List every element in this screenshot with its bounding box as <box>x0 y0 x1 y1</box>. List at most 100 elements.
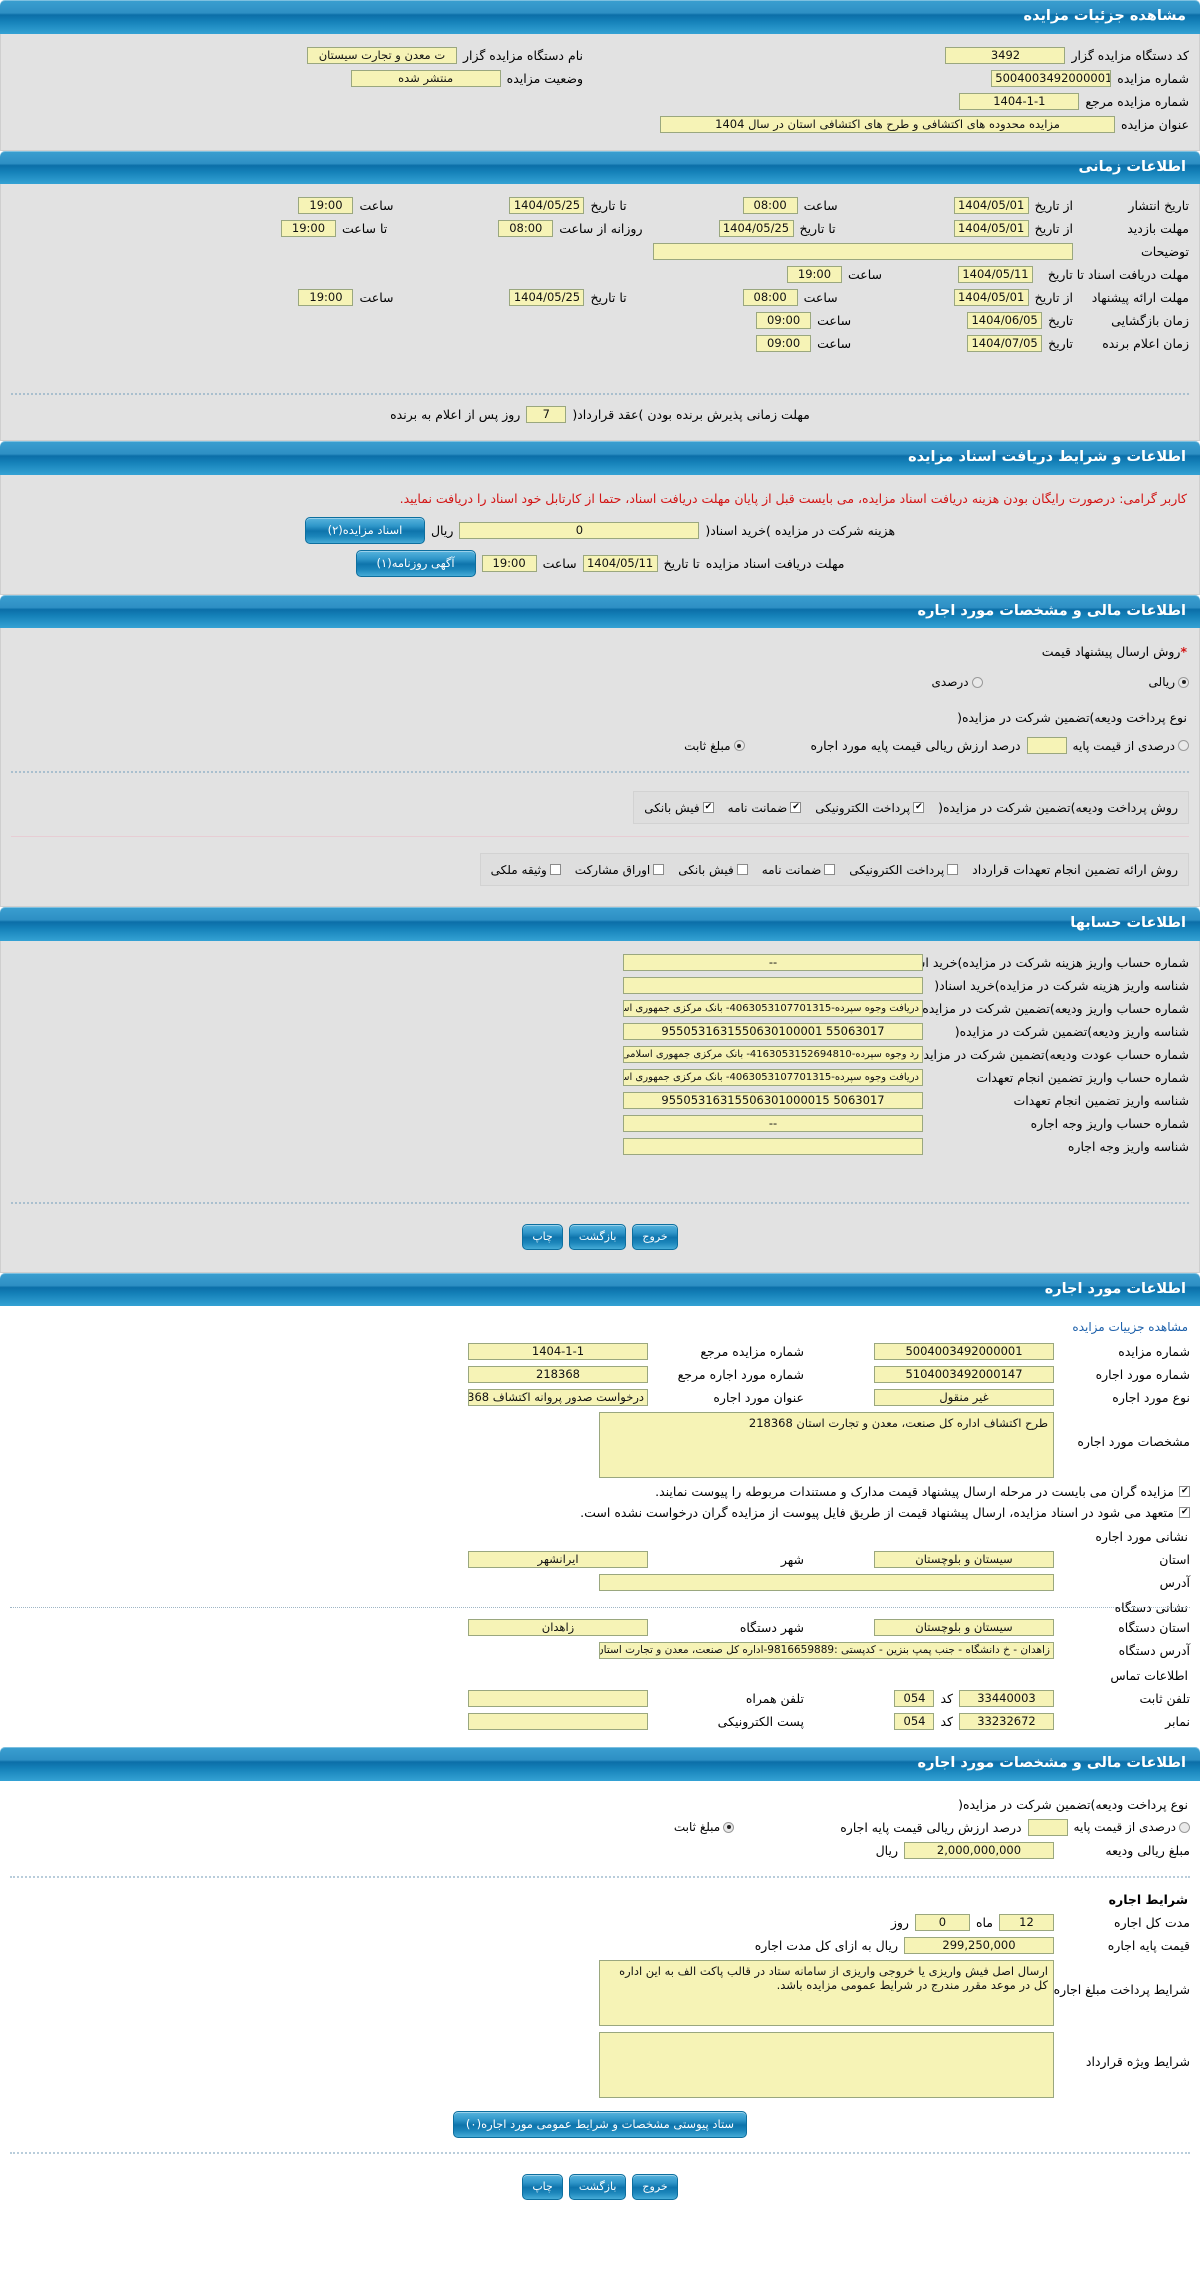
value-visit-to-date[interactable]: 1404/05/25 <box>718 220 794 237</box>
radio-percent-icon[interactable] <box>971 676 983 688</box>
radio-deposit-percent-icon-2[interactable] <box>1179 1821 1190 1833</box>
radio-deposit-fixed-icon-2[interactable] <box>723 1821 735 1833</box>
value-tel-code[interactable]: 054 <box>894 1690 935 1707</box>
checkbox-contract-electronic-icon[interactable] <box>947 864 959 875</box>
value-agency-city[interactable]: زاهدان <box>468 1619 648 1636</box>
value-auction-status[interactable]: منتشر شده <box>350 69 501 87</box>
value-participation-cost[interactable]: 0 <box>459 521 700 539</box>
value-doc-deadline-hour[interactable]: 19:00 <box>481 554 537 572</box>
newspaper-ad-button[interactable]: آگهی روزنامه(۱) <box>355 549 476 577</box>
value-payment-terms[interactable]: ارسال اصل فیش واریزی یا خروجی واریزی از … <box>599 1959 1054 2026</box>
value-visit-from-date[interactable]: 1404/05/01 <box>953 220 1029 237</box>
checkbox-electronic-icon[interactable] <box>913 802 925 813</box>
value-bid-to-hour[interactable]: 19:00 <box>298 289 354 306</box>
guarantee-bank-receipt[interactable]: فیش بانکی <box>644 801 714 815</box>
value-agency-province[interactable]: سیستان و بلوچستان <box>874 1619 1054 1636</box>
value-deposit-percent-2[interactable] <box>1027 1818 1068 1836</box>
checkbox-contract-bonds-icon[interactable] <box>653 864 665 875</box>
value-winner-acceptance-days[interactable]: 7 <box>526 406 567 423</box>
value-account-1[interactable] <box>623 976 923 994</box>
value-bid-from-hour[interactable]: 08:00 <box>742 289 798 306</box>
exit-button-bottom[interactable]: خروج <box>632 2173 678 2200</box>
value-duration-months[interactable]: 12 <box>999 1913 1054 1931</box>
value-ref-auction-number[interactable]: 1404-1-1 <box>959 92 1080 110</box>
value-account-0[interactable]: -- <box>623 953 923 971</box>
value-agency-name[interactable]: ت معدن و تجارت سیستان <box>306 46 457 64</box>
value-publish-from-hour[interactable]: 08:00 <box>742 197 798 214</box>
value-account-6[interactable]: 95505316315506301000015 5063017 <box>623 1091 923 1109</box>
value-tel[interactable]: 33440003 <box>959 1690 1054 1707</box>
deposit-fixed-option-1[interactable]: مبلغ ثابت <box>684 739 745 753</box>
deposit-fixed-option-2[interactable]: مبلغ ثابت <box>674 1820 735 1834</box>
contract-property[interactable]: وثیقه ملکی <box>491 863 561 877</box>
checkbox-contract-letter-icon[interactable] <box>824 864 836 875</box>
contract-bank-receipt[interactable]: فیش بانکی <box>678 863 748 877</box>
value-address[interactable] <box>599 1574 1054 1591</box>
value-opening-hour[interactable]: 09:00 <box>756 312 812 329</box>
value-account-3[interactable]: 9550531631550630100001 55063017 <box>623 1022 923 1040</box>
value-publish-to-hour[interactable]: 19:00 <box>298 197 354 214</box>
value-publish-to-date[interactable]: 1404/05/25 <box>509 197 585 214</box>
value-deposit-amount[interactable]: 2,000,000,000 <box>904 1841 1054 1859</box>
radio-deposit-fixed-icon-1[interactable] <box>733 740 745 751</box>
checkbox-bank-receipt-icon[interactable] <box>702 802 714 813</box>
radio-rial-icon[interactable] <box>1178 676 1189 688</box>
bid-method-option-rial[interactable]: ریالی <box>1149 675 1189 689</box>
contract-bonds[interactable]: اوراق مشارکت <box>575 863 665 877</box>
exit-button-top[interactable]: خروج <box>632 1223 678 1250</box>
contract-electronic[interactable]: پرداخت الکترونیکی <box>849 863 959 877</box>
value-city[interactable]: ایرانشهر <box>468 1551 648 1568</box>
value-account-2[interactable]: دریافت وجوه سپرده-4063053107701315- بانک… <box>623 999 923 1017</box>
print-button-bottom[interactable]: چاپ <box>522 2173 563 2200</box>
value-deposit-percent-1[interactable] <box>1026 737 1067 754</box>
value-agency-code[interactable]: 3492 <box>945 46 1066 64</box>
bid-method-option-percent[interactable]: درصدی <box>932 675 983 689</box>
value-account-7[interactable]: -- <box>623 1114 923 1132</box>
value-duration-days[interactable]: 0 <box>914 1913 970 1931</box>
deposit-percent-option-2[interactable]: درصدی از قیمت پایه <box>1074 1820 1190 1834</box>
value-winner-hour[interactable]: 09:00 <box>756 335 812 352</box>
value-auction-title[interactable]: مزایده محدوده های اکتشافی و طرح های اکتش… <box>660 115 1116 133</box>
value-account-4[interactable]: رد وجوه سپرده-4163053152694810- بانک مرک… <box>623 1045 923 1063</box>
value-base-price[interactable]: 299,250,000 <box>904 1936 1054 1954</box>
value-agency-address[interactable]: زاهدان - خ دانشگاه - جنب پمپ بنزین - کدپ… <box>599 1642 1054 1659</box>
guarantee-letter[interactable]: ضمانت نامه <box>728 801 802 815</box>
value-fax[interactable]: 33232672 <box>959 1713 1054 1730</box>
attached-specs-button[interactable]: ستاد پیوستی مشخصات و شرایط عمومی مورد اج… <box>452 2110 748 2138</box>
value-publish-from-date[interactable]: 1404/05/01 <box>953 197 1029 214</box>
value-email[interactable] <box>468 1713 648 1730</box>
value-lease-type[interactable]: غیر منقول <box>874 1389 1054 1406</box>
value-doc-deadline-date[interactable]: 1404/05/11 <box>582 554 658 572</box>
value-lease-spec[interactable]: طرح اکتشاف اداره کل صنعت، معدن و تجارت ا… <box>599 1412 1054 1478</box>
value-special-terms[interactable] <box>599 2031 1054 2098</box>
value-mobile[interactable] <box>468 1690 648 1707</box>
value-lease-number[interactable]: 5104003492000147 <box>874 1366 1054 1383</box>
value-winner-date[interactable]: 1404/07/05 <box>967 335 1043 352</box>
print-button-top[interactable]: چاپ <box>522 1223 563 1250</box>
value-opening-date[interactable]: 1404/06/05 <box>967 312 1043 329</box>
value-fax-code[interactable]: 054 <box>894 1713 935 1730</box>
value-lease-auction-number[interactable]: 5004003492000001 <box>874 1343 1054 1360</box>
value-lease-title[interactable]: درخواست صدور پروانه اکتشاف 218368 <box>468 1389 648 1406</box>
value-docs-deadline-hour[interactable]: 19:00 <box>786 266 842 283</box>
value-lease-ref-number[interactable]: 218368 <box>468 1366 648 1383</box>
auction-documents-button[interactable]: اسناد مزایده(۲) <box>304 516 425 544</box>
back-button-top[interactable]: بازگشت <box>568 1223 627 1250</box>
value-visit-to-hour[interactable]: 19:00 <box>280 220 336 237</box>
value-docs-deadline-date[interactable]: 1404/05/11 <box>958 266 1033 283</box>
value-visit-daily-hour[interactable]: 08:00 <box>498 220 554 237</box>
back-button-bottom[interactable]: بازگشت <box>568 2173 627 2200</box>
value-account-5[interactable]: دریافت وجوه سپرده-4063053107701315- بانک… <box>623 1068 923 1086</box>
checkbox-guarantee-letter-icon[interactable] <box>790 802 802 813</box>
value-bid-to-date[interactable]: 1404/05/25 <box>509 289 585 306</box>
checkbox-contract-bank-receipt-icon[interactable] <box>736 864 748 875</box>
value-lease-ref-auction-number[interactable]: 1404-1-1 <box>468 1343 648 1360</box>
radio-deposit-percent-icon-1[interactable] <box>1178 740 1189 751</box>
checkbox-contract-property-icon[interactable] <box>549 864 561 875</box>
checkbox-statement-1-icon[interactable] <box>1179 1486 1190 1497</box>
deposit-percent-option-1[interactable]: درصدی از قیمت پایه <box>1073 739 1189 753</box>
value-time-description[interactable] <box>653 243 1073 260</box>
guarantee-electronic[interactable]: پرداخت الکترونیکی <box>815 801 925 815</box>
value-bid-from-date[interactable]: 1404/05/01 <box>953 289 1029 306</box>
contract-letter[interactable]: ضمانت نامه <box>762 863 836 877</box>
